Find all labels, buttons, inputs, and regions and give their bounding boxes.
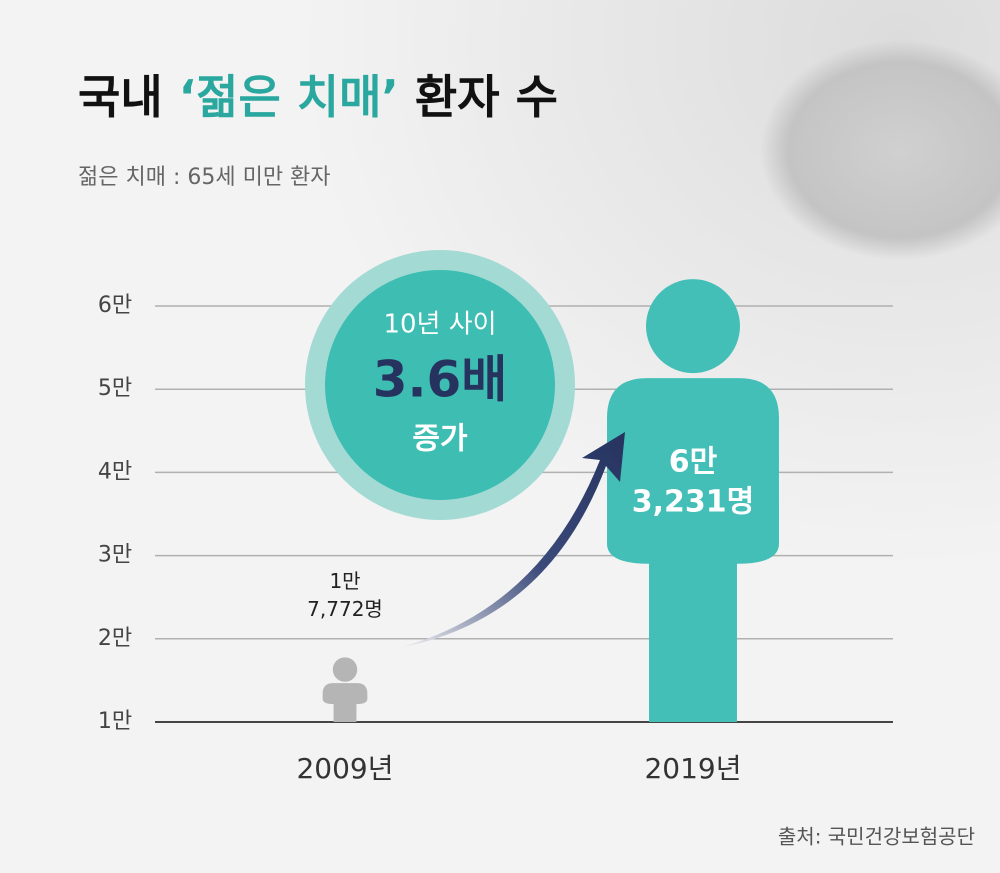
person-bar (322, 657, 368, 722)
x-tick-label: 2019년 (644, 752, 741, 785)
subtitle: 젊은 치매 : 65세 미만 환자 (78, 165, 331, 190)
y-tick-label: 4만 (98, 459, 132, 484)
value-label: 3,231명 (632, 485, 755, 520)
title-part: 국내 (78, 70, 179, 124)
y-tick-label: 6만 (98, 293, 132, 318)
annotation: 증가 (412, 422, 468, 457)
growth-arrow (398, 432, 625, 648)
y-tick-label: 5만 (98, 376, 132, 401)
title-part: ‘젊은 치매’ (179, 70, 399, 124)
title-part: 환자 수 (399, 70, 558, 124)
annotation: 10년 사이 (383, 310, 496, 340)
badge-inner (325, 270, 555, 500)
y-tick-label: 3만 (98, 543, 132, 568)
source: 출처: 국민건강보험공단 (778, 825, 975, 849)
y-tick-label: 1만 (98, 709, 132, 734)
y-tick-label: 2만 (98, 626, 132, 651)
x-tick-label: 2009년 (296, 752, 393, 785)
value-label: 1만 (329, 569, 360, 593)
chart-title: 국내 ‘젊은 치매’ 환자 수 (78, 70, 558, 124)
value-label: 6만 (669, 445, 718, 480)
brain-decoration (760, 40, 1000, 260)
person-bar (607, 279, 779, 722)
value-label: 7,772명 (307, 597, 383, 621)
annotation: 3.6배 (373, 351, 508, 409)
